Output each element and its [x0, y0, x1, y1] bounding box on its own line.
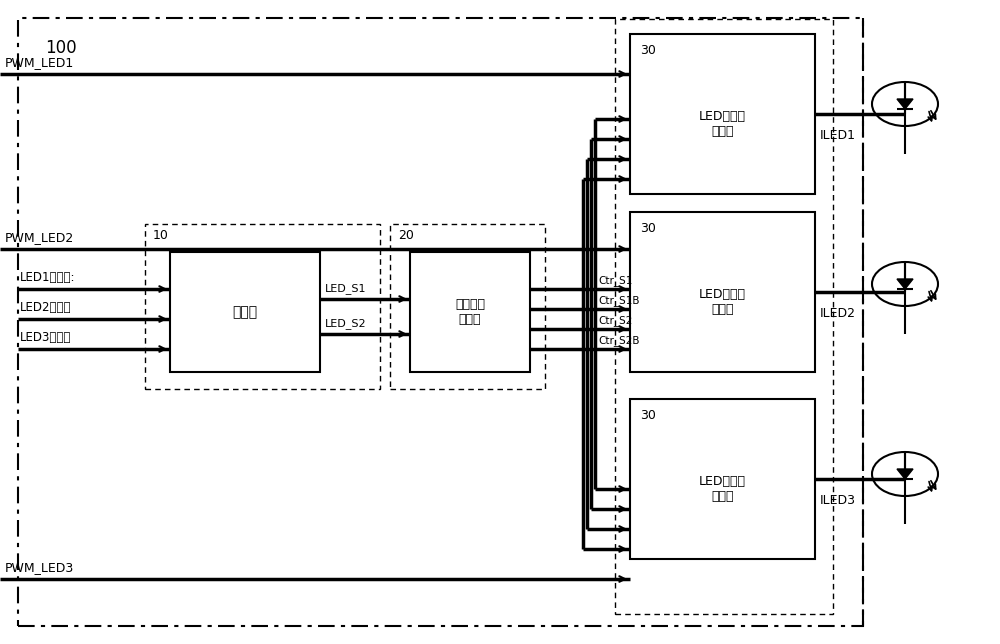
Text: LED恒流驱
动电路: LED恒流驱 动电路	[699, 110, 746, 138]
Text: 20: 20	[398, 229, 414, 242]
Text: 10: 10	[153, 229, 169, 242]
Text: ILED2: ILED2	[820, 307, 856, 320]
Text: PWM_LED3: PWM_LED3	[5, 561, 74, 574]
Text: Ctr_S1B: Ctr_S1B	[598, 295, 640, 306]
Text: PWM_LED2: PWM_LED2	[5, 231, 74, 244]
Text: LED恒流驱
动电路: LED恒流驱 动电路	[699, 288, 746, 316]
Text: Ctr_S2B: Ctr_S2B	[598, 335, 640, 346]
Text: LED_S2: LED_S2	[325, 318, 367, 329]
Text: ILED3: ILED3	[820, 494, 856, 507]
Text: PWM_LED1: PWM_LED1	[5, 56, 74, 69]
Polygon shape	[897, 469, 913, 479]
Text: 两相不交
叠电路: 两相不交 叠电路	[455, 298, 485, 326]
Text: LED3控制码: LED3控制码	[20, 331, 71, 344]
Text: 100: 100	[45, 39, 77, 57]
Text: ILED1: ILED1	[820, 129, 856, 142]
Text: Ctr_S2: Ctr_S2	[598, 315, 632, 326]
Polygon shape	[897, 279, 913, 289]
Text: 30: 30	[640, 44, 656, 57]
Text: Ctr_S1: Ctr_S1	[598, 275, 632, 286]
Polygon shape	[897, 99, 913, 109]
Text: 30: 30	[640, 409, 656, 422]
Text: 译码器: 译码器	[232, 305, 258, 319]
Text: 30: 30	[640, 222, 656, 235]
Text: LED1控制码:: LED1控制码:	[20, 271, 76, 284]
Text: LED_S1: LED_S1	[325, 283, 366, 294]
Text: LED2控制码: LED2控制码	[20, 301, 72, 314]
Text: LED恒流驱
动电路: LED恒流驱 动电路	[699, 475, 746, 503]
